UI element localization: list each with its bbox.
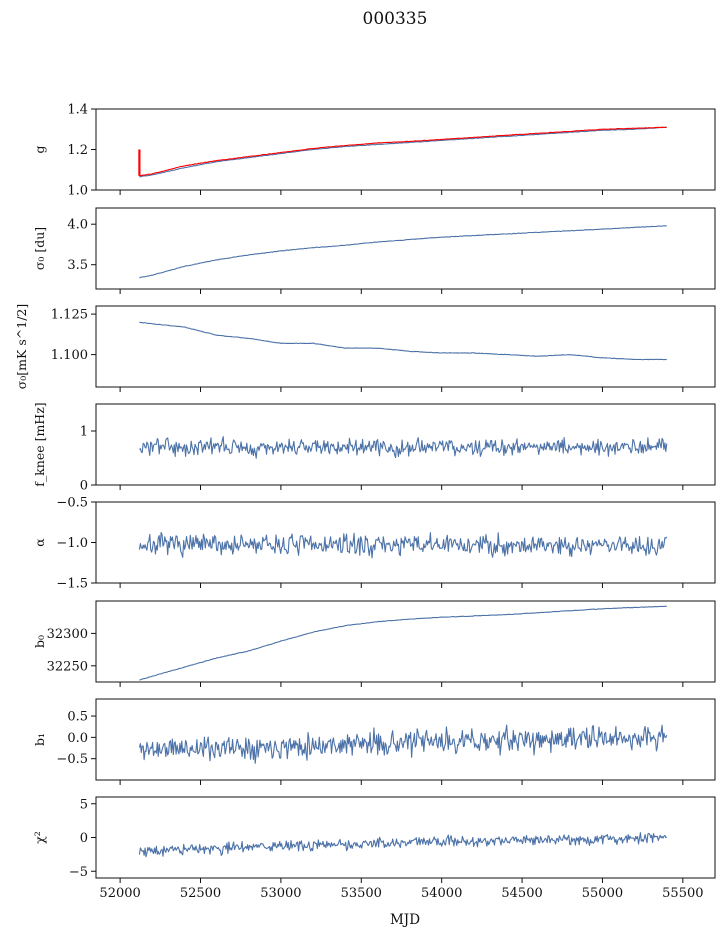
axes-frame-b1 (95, 698, 716, 781)
y-axis-label-b0: b₀ (32, 635, 47, 648)
y-axis-label-fknee: f_knee [mHz] (32, 402, 47, 486)
ytick-label-alpha-0: −1.5 (56, 577, 88, 592)
series-alpha-alpha (138, 532, 668, 559)
xtick-label-2: 53000 (260, 886, 301, 901)
ytick-label-b0-0: 32250 (47, 659, 88, 674)
panel-b1: −0.5 0.0 0.5 b₁ (32, 698, 716, 785)
panel-sigma0-mks: 1.100 1.125 σ₀[mK s^1/2] (14, 304, 716, 392)
xtick-label-1: 52500 (180, 886, 221, 901)
panel-chi2: −5 0 5 52000 52500 53000 53500 54000 54500 55000 5… (32, 796, 716, 901)
panels: 1.0 1.2 1.4 g 3.5 4.0 σ₀ [du] 1.100 1.125 σ₀[mK s… (14, 103, 716, 901)
ytick-label-alpha-2: −0.5 (56, 496, 88, 511)
ytick-label-chi2-1: 0 (80, 831, 88, 846)
ytick-label-sigma0-mks-1: 1.125 (51, 308, 88, 323)
xtick-label-5: 54500 (501, 886, 542, 901)
series-chi2-chi2 (138, 832, 668, 858)
ytick-label-b1-2: 0.5 (67, 710, 88, 725)
y-axis-label-chi2: χ² (32, 831, 47, 844)
xtick-label-3: 53500 (341, 886, 382, 901)
ytick-label-sigma0-mks-0: 1.100 (51, 348, 88, 363)
ytick-label-chi2-0: −5 (69, 865, 88, 880)
axes-frame-b0 (95, 600, 716, 683)
series-sigma0-mks-sigma0 (139, 321, 667, 361)
y-axis-label-sigma0-mks: σ₀[mK s^1/2] (14, 304, 29, 389)
xtick-label-6: 55000 (582, 886, 623, 901)
axes-frame-fknee (95, 403, 716, 486)
y-axis-label-alpha: α (32, 538, 47, 547)
y-axis-label-g: g (32, 145, 47, 153)
axes-frame-g (95, 108, 716, 191)
panel-alpha: −1.5 −1.0 −0.5 α (32, 496, 716, 592)
ytick-label-b0-1: 32300 (47, 627, 88, 642)
series-b0-b0 (139, 605, 667, 681)
xtick-label-7: 55500 (662, 886, 703, 901)
axes-frame-sigma0-mks (95, 305, 716, 388)
ytick-label-fknee-0: 0 (80, 479, 88, 494)
figure-title: 000335 (363, 9, 428, 29)
xtick-label-4: 54000 (421, 886, 462, 901)
series-g-measured (139, 126, 667, 177)
ytick-label-chi2-2: 5 (80, 797, 88, 812)
y-axis-label-sigma0-du: σ₀ [du] (32, 227, 47, 270)
series-fknee-fknee (139, 436, 668, 459)
ytick-label-b1-1: 0.0 (67, 731, 88, 746)
xtick-label-0: 52000 (99, 886, 140, 901)
x-axis-label: MJD (390, 912, 420, 928)
panel-fknee: 0 1 f_knee [mHz] (32, 402, 716, 494)
series-b1-b1 (138, 724, 668, 764)
series-sigma0-du-sigma0 (139, 225, 667, 279)
ytick-label-alpha-1: −1.0 (56, 536, 88, 551)
ytick-label-sigma0-du-1: 4.0 (67, 218, 88, 233)
ytick-label-g-1: 1.2 (67, 143, 88, 158)
y-axis-label-b1: b₁ (32, 733, 47, 746)
axes-frame-sigma0-du (95, 207, 716, 290)
ytick-label-g-2: 1.4 (67, 103, 88, 118)
series-g-model (139, 126, 667, 178)
axes-frame-alpha (95, 501, 716, 584)
ytick-label-fknee-1: 1 (80, 425, 88, 440)
ytick-label-sigma0-du-0: 3.5 (67, 258, 88, 273)
axes-frame-chi2 (95, 796, 716, 879)
ytick-label-g-0: 1.0 (67, 184, 88, 199)
panel-sigma0-du: 3.5 4.0 σ₀ [du] (32, 207, 716, 294)
panel-g: 1.0 1.2 1.4 g (32, 103, 716, 199)
ytick-label-b1-0: −0.5 (56, 752, 88, 767)
